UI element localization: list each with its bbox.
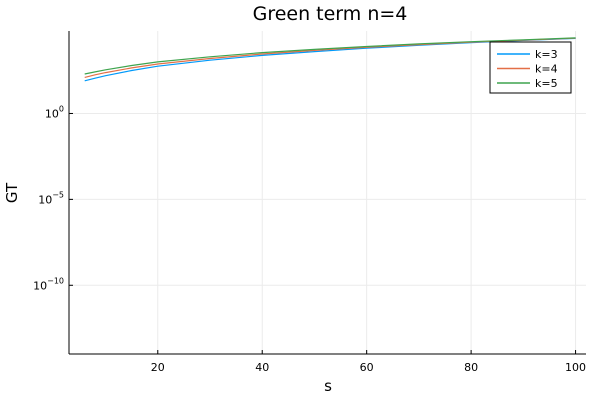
x-axis-label: s — [324, 377, 332, 395]
x-tick-label: 60 — [360, 361, 374, 374]
y-tick-label: 100 — [45, 104, 64, 120]
grid — [69, 31, 586, 354]
legend-entry: k=3 — [535, 48, 558, 61]
legend-box — [489, 41, 572, 94]
x-tick-label: 80 — [464, 361, 478, 374]
y-axis-label: GT — [3, 182, 21, 203]
series-group — [84, 37, 576, 82]
x-tick-label: 100 — [565, 361, 586, 374]
x-tick-label: 20 — [151, 361, 165, 374]
x-tick-labels: 20 40 60 80 100 — [151, 350, 586, 374]
legend: k=3 k=4k=5 — [489, 41, 572, 94]
y-tick-labels: 100 10−5 10−10 — [33, 104, 73, 292]
x-tick-label: 40 — [255, 361, 269, 374]
y-tick-label: 10−5 — [38, 190, 64, 206]
series-line-k5 — [84, 37, 576, 75]
legend-entry: k=4 — [535, 63, 558, 76]
y-tick-label: 10−10 — [33, 276, 64, 292]
legend-entry: k=5 — [535, 77, 558, 90]
chart-title: Green term n=4 — [253, 3, 408, 25]
